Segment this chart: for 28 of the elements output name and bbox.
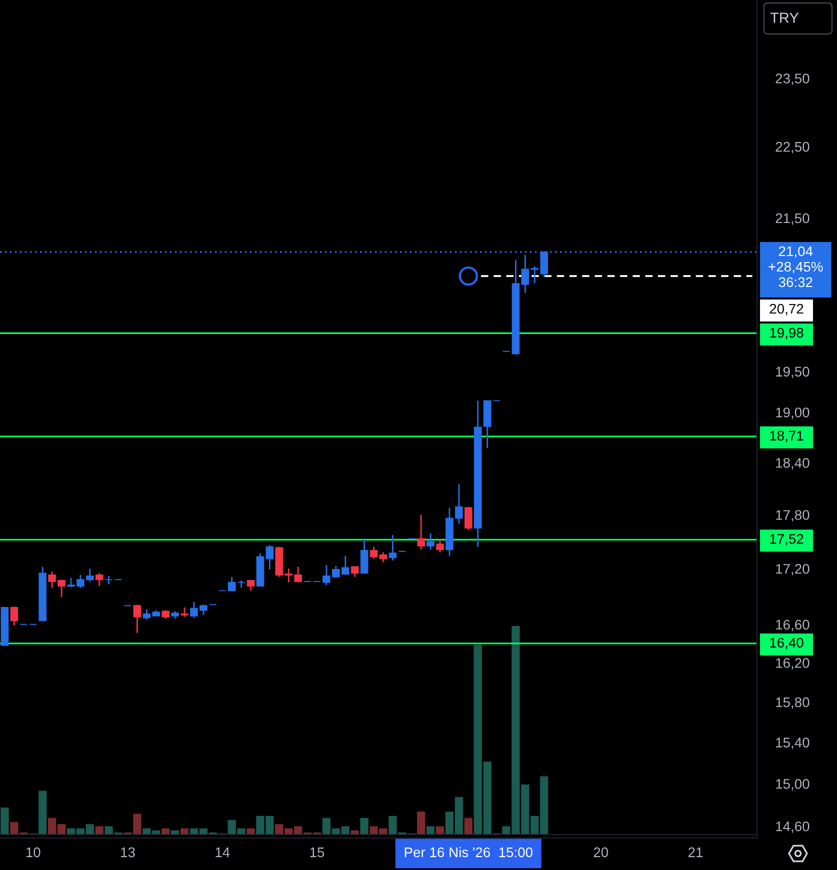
y-tick-label: 16,20 (776, 658, 810, 670)
ref-line-label: 18,71 (770, 430, 804, 442)
x-tick-label: 13 (121, 847, 135, 858)
ref-line-label: 17,52 (770, 534, 804, 546)
y-tick-label: 15,80 (776, 697, 810, 709)
y-tick-label: 21,50 (776, 213, 810, 225)
y-tick-label: 19,00 (776, 408, 810, 420)
y-tick-label: 22,50 (776, 142, 810, 154)
x-tick-label: Per 16 Nis '26 15:00 (404, 847, 532, 858)
y-tick-label: 15,00 (776, 778, 810, 790)
y-tick-label: 23,50 (776, 74, 810, 86)
y-tick-label: 17,20 (776, 564, 810, 576)
x-tick-label: 20 (594, 847, 608, 858)
ref-line-label: 19,98 (770, 328, 804, 340)
y-tick-label: 16,60 (776, 620, 810, 632)
y-tick-label: 17,80 (776, 510, 810, 522)
x-tick-label: 15 (310, 848, 324, 858)
x-tick-label: 10 (26, 847, 40, 858)
y-tick-label: 15,40 (776, 738, 810, 750)
x-tick-label: 21 (688, 847, 703, 858)
text: 20,72 (770, 304, 804, 316)
x-tick-label: 14 (216, 848, 230, 858)
y-axis-title: TRY (770, 12, 799, 23)
ref-line-label: 21,04 +28,45% 36:32 (768, 246, 823, 288)
ref-line-label: 16,40 (770, 638, 804, 650)
y-tick-label: 19,50 (776, 366, 810, 378)
y-tick-label: 14,60 (776, 821, 810, 833)
y-tick-label: 18,40 (776, 458, 810, 470)
